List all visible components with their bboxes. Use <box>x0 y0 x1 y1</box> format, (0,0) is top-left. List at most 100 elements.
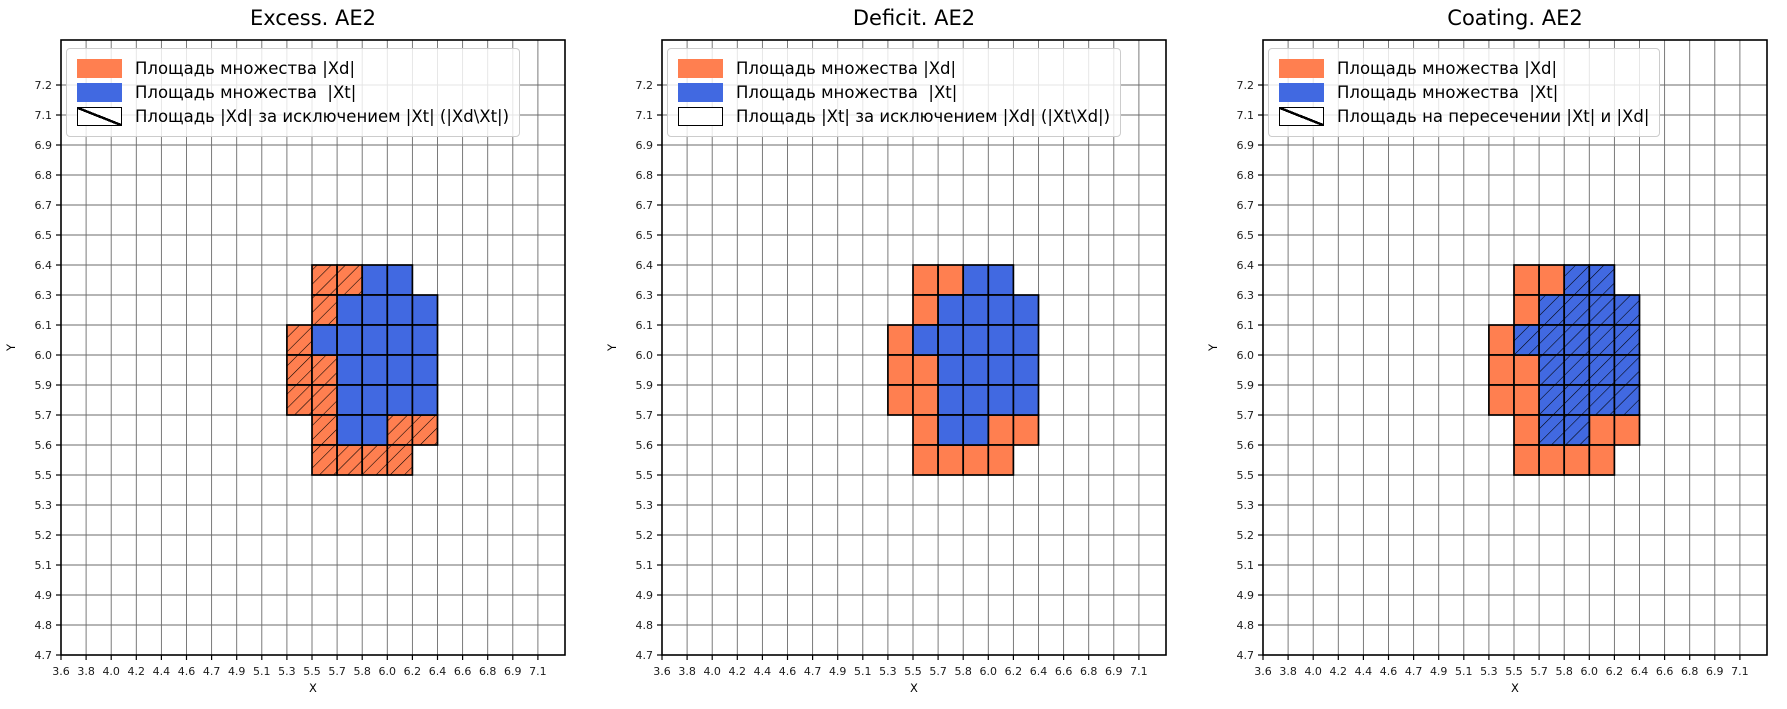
y-tick-label: 4.7 <box>1237 649 1255 662</box>
grid-cell <box>362 355 388 385</box>
legend-item: Площадь множества |Xt| <box>77 83 509 102</box>
legend-label: Площадь множества |Xd| <box>736 59 957 78</box>
legend: Площадь множества |Xd| Площадь множества… <box>66 48 521 137</box>
x-tick-label: 3.6 <box>1254 665 1272 678</box>
y-tick-label: 6.8 <box>636 169 654 182</box>
y-tick-label: 7.1 <box>636 109 654 122</box>
legend-item: Площадь множества |Xd| <box>77 59 509 78</box>
x-tick-label: 4.9 <box>829 665 847 678</box>
legend-swatch-hatch-icon <box>1279 107 1324 126</box>
legend-label: Площадь множества |Xd| <box>1337 59 1558 78</box>
x-tick-label: 5.1 <box>854 665 872 678</box>
grid-cell-border <box>336 264 364 296</box>
legend-label: Площадь |Xd| за исключением |Xt| (|Xd\Xt… <box>135 107 510 126</box>
grid-cell <box>938 265 964 295</box>
subplot-deficit: Deficit. AE2 3.6 3.8 4.0 4.2 4.4 4.6 4.7 4.9 5.1… <box>601 0 1196 709</box>
legend-label: Площадь множества |Xt| <box>135 83 357 102</box>
grid-cell-border <box>286 384 313 416</box>
grid-cell <box>387 325 413 355</box>
grid-cell-border <box>1563 414 1591 446</box>
grid-cell-border <box>361 414 389 446</box>
subplot-excess: Excess. AE2 3.6 3.8 4.0 4.2 4.4 4.6 4.7 4.9 5.1 5… <box>0 0 595 709</box>
x-tick-label: 5.7 <box>929 665 947 678</box>
legend-label: Площадь множества |Xt| <box>736 83 958 102</box>
grid-cell <box>1013 415 1039 445</box>
grid-cell <box>988 445 1014 475</box>
grid-cell <box>938 385 964 415</box>
grid-cell-border <box>1588 294 1616 326</box>
y-tick-label: 4.8 <box>35 619 53 632</box>
grid-cell <box>913 445 939 475</box>
y-tick-label: 5.9 <box>1237 379 1255 392</box>
legend: Площадь множества |Xd| Площадь множества… <box>1268 48 1661 137</box>
grid-cell-border <box>311 264 338 296</box>
grid-cell-border <box>1588 264 1616 296</box>
grid-cell <box>1589 445 1615 475</box>
grid-cell-border <box>987 444 1015 476</box>
grid-cell <box>988 385 1014 415</box>
legend-item: Площадь множества |Xd| <box>678 59 1110 78</box>
grid-cell <box>1514 355 1540 385</box>
grid-cell <box>938 295 964 325</box>
grid-cell-border <box>1538 384 1566 416</box>
grid-cell <box>887 385 913 415</box>
y-tick-label: 5.2 <box>1237 529 1255 542</box>
grid-cell <box>988 355 1014 385</box>
y-tick-label: 5.5 <box>1237 469 1255 482</box>
y-tick-label: 6.9 <box>1237 139 1255 152</box>
x-tick-label: 4.9 <box>1430 665 1448 678</box>
grid-cell-border <box>1538 414 1566 446</box>
grid-cell <box>1514 445 1540 475</box>
plot-title: Coating. AE2 <box>1447 6 1583 30</box>
grid-cell <box>963 385 989 415</box>
grid-cell <box>412 325 438 355</box>
grid-cell <box>1564 445 1590 475</box>
x-tick-label: 4.7 <box>804 665 822 678</box>
y-tick-label: 6.3 <box>1237 289 1255 302</box>
grid-cell-border <box>361 444 389 476</box>
y-tick-label: 7.2 <box>35 79 53 92</box>
grid-cell-border <box>311 444 338 476</box>
plot-canvas: 3.6 3.8 4.0 4.2 4.4 4.6 4.7 4.9 5.1 5.3 5.5 5.7 5.8 6… <box>605 39 1167 695</box>
grid-cell-border <box>1563 264 1591 296</box>
x-tick-label: 4.4 <box>153 665 171 678</box>
x-tick-label: 4.2 <box>1330 665 1348 678</box>
grid-cell <box>988 295 1014 325</box>
x-tick-label: 5.7 <box>1530 665 1548 678</box>
grid-cell <box>1013 385 1039 415</box>
grid-cell-border <box>1012 384 1040 416</box>
x-tick-label: 7.1 <box>1731 665 1749 678</box>
grid-cell <box>913 385 939 415</box>
grid-cell <box>988 265 1014 295</box>
x-tick-label: 4.0 <box>102 665 120 678</box>
y-tick-label: 6.8 <box>35 169 53 182</box>
grid-cell-border <box>1538 354 1566 386</box>
y-tick-label: 6.3 <box>636 289 654 302</box>
grid-cell <box>913 265 939 295</box>
x-tick-label: 7.1 <box>1130 665 1148 678</box>
y-tick-label: 6.5 <box>636 229 654 242</box>
x-tick-label: 4.2 <box>128 665 146 678</box>
grid-cell-border <box>311 294 338 326</box>
grid-cell <box>1488 385 1514 415</box>
x-tick-label: 4.2 <box>729 665 747 678</box>
grid-cell <box>387 265 413 295</box>
grid-cell <box>412 355 438 385</box>
y-tick-label: 6.1 <box>35 319 53 332</box>
x-tick-label: 4.4 <box>754 665 772 678</box>
legend-label: Площадь |Xt| за исключением |Xd| (|Xt\Xd… <box>736 107 1111 126</box>
grid-cell <box>362 265 388 295</box>
x-tick-label: 6.8 <box>1681 665 1699 678</box>
y-tick-label: 5.6 <box>1237 439 1255 452</box>
grid-cell <box>337 325 363 355</box>
y-tick-label: 5.2 <box>636 529 654 542</box>
grid-cell <box>1514 415 1540 445</box>
grid-cell-border <box>1563 354 1591 386</box>
y-tick-label: 6.7 <box>35 199 53 212</box>
grid-cell-border <box>286 354 313 386</box>
grid-cell-border <box>411 384 439 416</box>
y-tick-label: 5.3 <box>1237 499 1255 512</box>
x-tick-label: 6.2 <box>1606 665 1624 678</box>
x-tick-label: 4.4 <box>1355 665 1373 678</box>
legend-swatch-xd-icon <box>1279 59 1324 78</box>
